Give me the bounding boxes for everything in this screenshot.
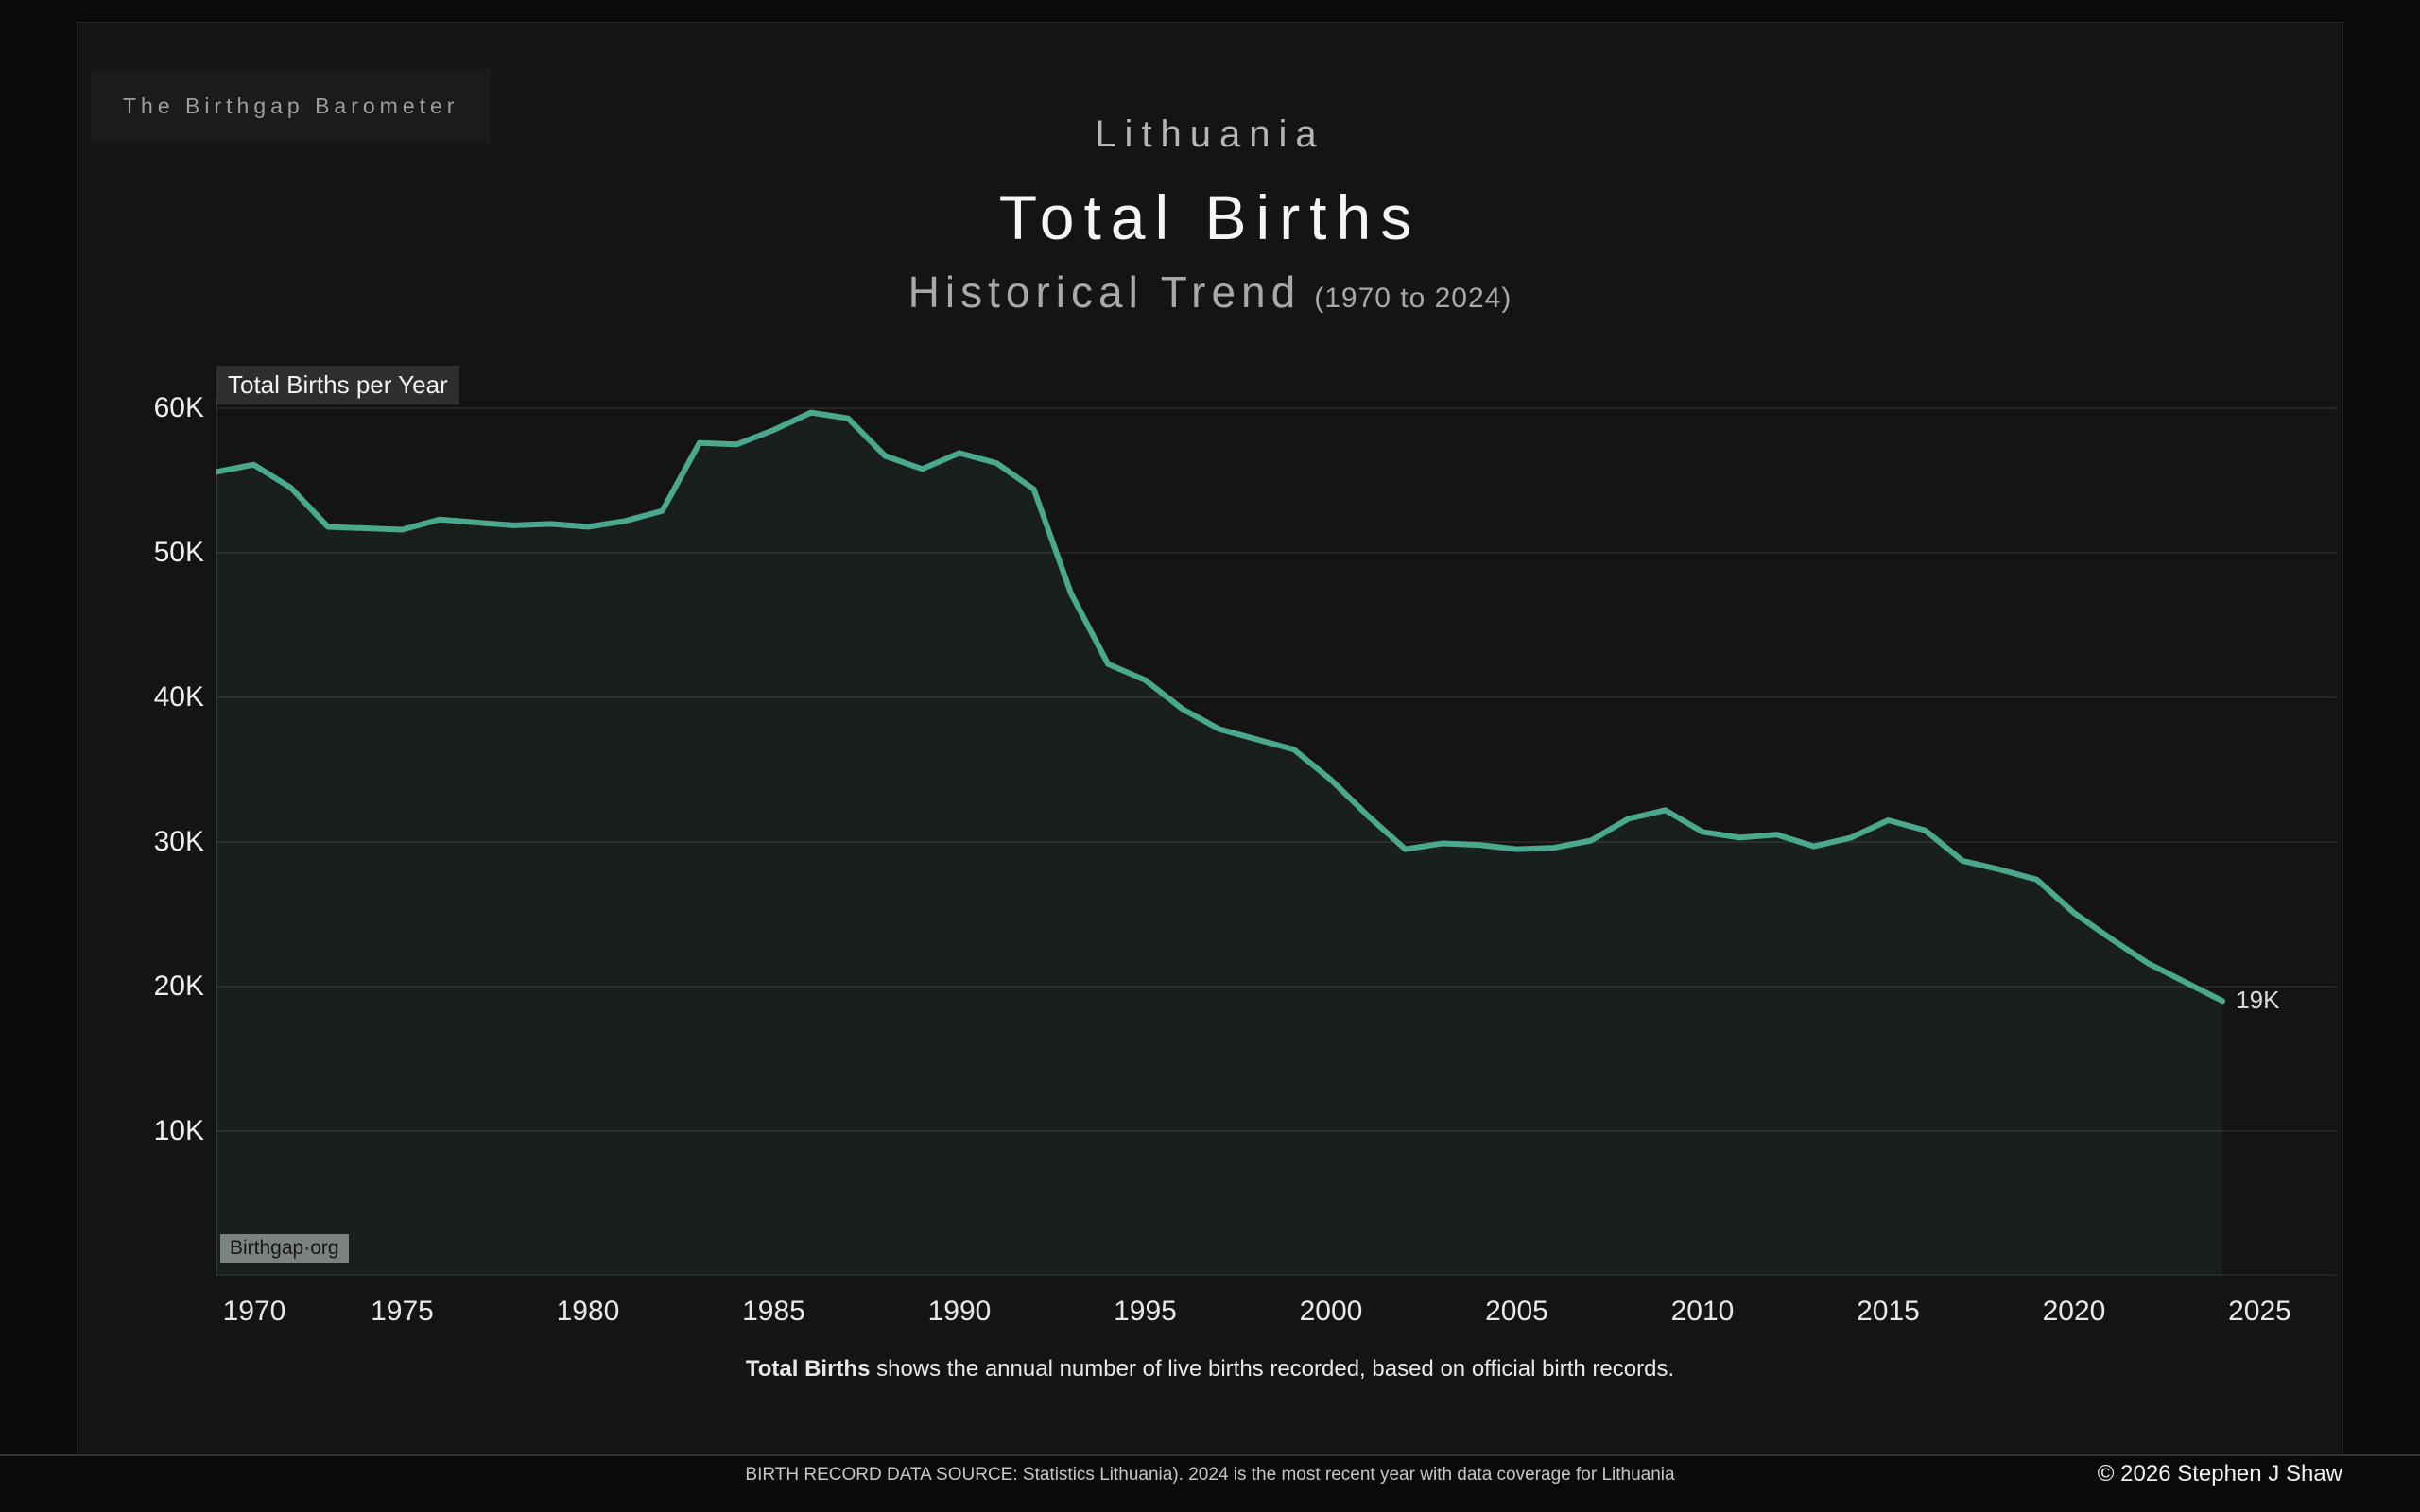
subtitle: Historical Trend — [908, 267, 1302, 317]
x-tick-1970: 1970 — [222, 1296, 286, 1327]
last-value-label: 19K — [2236, 986, 2280, 1015]
births-line — [216, 409, 2226, 1005]
y-tick-40K: 40K — [153, 681, 204, 713]
y-tick-20K: 20K — [153, 971, 204, 1002]
caption-term: Total Births — [745, 1356, 871, 1382]
page-title: Total Births — [998, 182, 1422, 252]
watermark-badge: Birthgap·org — [220, 1234, 349, 1263]
x-tick-1975: 1975 — [371, 1296, 434, 1327]
y-tick-50K: 50K — [153, 537, 204, 568]
x-tick-1990: 1990 — [927, 1296, 992, 1327]
x-tick-2025: 2025 — [2228, 1296, 2291, 1327]
series-label-chip: Total Births per Year — [216, 366, 459, 404]
subtitle-row: Historical Trend (1970 to 2024) — [78, 266, 2342, 318]
copyright: © 2026 Stephen J Shaw — [2097, 1461, 2342, 1486]
y-tick-60K: 60K — [153, 392, 204, 423]
caption-text: shows the annual number of live births r… — [870, 1356, 1675, 1382]
x-tick-1995: 1995 — [1114, 1296, 1177, 1327]
x-tick-2005: 2005 — [1485, 1296, 1548, 1327]
x-tick-1980: 1980 — [556, 1296, 620, 1327]
x-tick-2020: 2020 — [2042, 1296, 2106, 1327]
x-tick-2015: 2015 — [1857, 1296, 1920, 1327]
data-source-note: BIRTH RECORD DATA SOURCE: Statistics Lit… — [745, 1465, 1675, 1485]
x-tick-2000: 2000 — [1299, 1296, 1363, 1327]
brand-badge: The Birthgap Barometer — [91, 69, 492, 143]
x-tick-2010: 2010 — [1670, 1296, 1735, 1327]
y-tick-10K: 10K — [153, 1115, 204, 1146]
area-fill — [216, 412, 2223, 1276]
births-line-chart — [216, 398, 2336, 1276]
subtitle-date-range: (1970 to 2024) — [1314, 283, 1512, 314]
country-title: Lithuania — [1095, 113, 1325, 155]
x-tick-1985: 1985 — [742, 1296, 805, 1327]
footer-divider — [0, 1454, 2420, 1456]
y-tick-30K: 30K — [153, 826, 204, 857]
chart-card: The Birthgap Barometer Lithuania Total B… — [77, 22, 2343, 1455]
chart-caption: Total Births shows the annual number of … — [78, 1356, 2342, 1383]
